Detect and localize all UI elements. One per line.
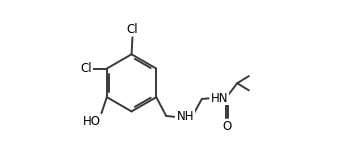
Text: HN: HN: [211, 92, 228, 105]
Text: Cl: Cl: [127, 22, 138, 35]
Text: O: O: [222, 120, 231, 133]
Text: NH: NH: [177, 110, 194, 123]
Text: Cl: Cl: [80, 62, 92, 75]
Text: HO: HO: [83, 115, 100, 128]
